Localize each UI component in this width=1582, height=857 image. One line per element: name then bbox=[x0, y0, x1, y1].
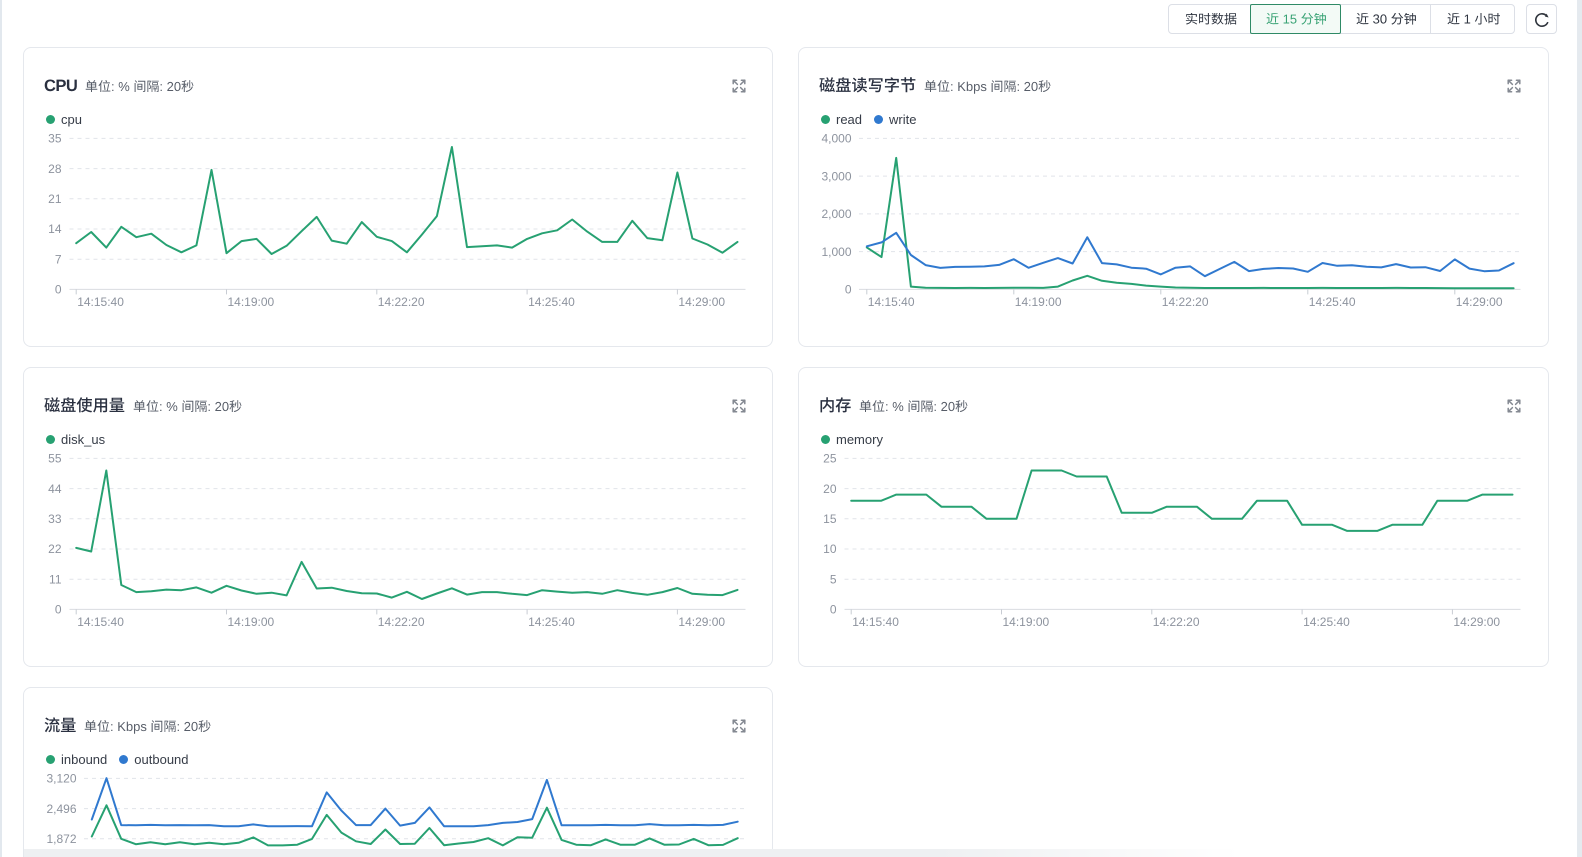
svg-text:15: 15 bbox=[823, 512, 837, 526]
svg-text:14:29:00: 14:29:00 bbox=[678, 615, 725, 629]
svg-text:3,000: 3,000 bbox=[821, 169, 851, 183]
svg-text:5: 5 bbox=[830, 572, 837, 586]
svg-text:14:15:40: 14:15:40 bbox=[852, 615, 899, 629]
svg-text:14:22:20: 14:22:20 bbox=[1162, 295, 1209, 309]
svg-text:14:22:20: 14:22:20 bbox=[1153, 615, 1200, 629]
svg-text:33: 33 bbox=[48, 512, 62, 526]
svg-text:2,496: 2,496 bbox=[46, 802, 76, 816]
svg-text:25: 25 bbox=[823, 452, 837, 466]
svg-text:14:15:40: 14:15:40 bbox=[77, 295, 124, 309]
svg-text:0: 0 bbox=[845, 283, 852, 297]
svg-text:21: 21 bbox=[48, 192, 62, 206]
svg-text:14:25:40: 14:25:40 bbox=[1303, 615, 1350, 629]
svg-text:0: 0 bbox=[830, 603, 837, 617]
svg-text:44: 44 bbox=[48, 482, 62, 496]
svg-text:14:29:00: 14:29:00 bbox=[1456, 295, 1503, 309]
svg-text:0: 0 bbox=[55, 603, 62, 617]
svg-text:11: 11 bbox=[49, 572, 62, 586]
svg-text:3,120: 3,120 bbox=[46, 772, 76, 786]
svg-text:14:22:20: 14:22:20 bbox=[378, 295, 425, 309]
svg-text:2,000: 2,000 bbox=[821, 207, 851, 221]
svg-text:28: 28 bbox=[48, 162, 62, 176]
svg-text:14:25:40: 14:25:40 bbox=[528, 295, 575, 309]
svg-text:14:29:00: 14:29:00 bbox=[1453, 615, 1500, 629]
svg-text:14:19:00: 14:19:00 bbox=[228, 615, 275, 629]
svg-text:1,000: 1,000 bbox=[821, 245, 851, 259]
svg-text:20: 20 bbox=[823, 482, 837, 496]
svg-text:14:19:00: 14:19:00 bbox=[1015, 295, 1062, 309]
svg-text:35: 35 bbox=[48, 132, 62, 146]
svg-text:1,872: 1,872 bbox=[46, 832, 76, 846]
svg-text:14:19:00: 14:19:00 bbox=[1003, 615, 1050, 629]
svg-text:14:15:40: 14:15:40 bbox=[77, 615, 124, 629]
svg-text:7: 7 bbox=[55, 252, 62, 266]
svg-text:14: 14 bbox=[48, 222, 62, 236]
svg-text:14:25:40: 14:25:40 bbox=[528, 615, 575, 629]
svg-text:14:22:20: 14:22:20 bbox=[378, 615, 425, 629]
svg-text:14:29:00: 14:29:00 bbox=[678, 295, 725, 309]
svg-text:14:19:00: 14:19:00 bbox=[228, 295, 275, 309]
svg-text:0: 0 bbox=[55, 283, 62, 297]
svg-text:10: 10 bbox=[823, 542, 837, 556]
svg-text:55: 55 bbox=[48, 452, 62, 466]
svg-text:14:25:40: 14:25:40 bbox=[1309, 295, 1356, 309]
svg-text:4,000: 4,000 bbox=[821, 132, 851, 146]
svg-text:22: 22 bbox=[48, 542, 62, 556]
svg-text:14:15:40: 14:15:40 bbox=[868, 295, 915, 309]
